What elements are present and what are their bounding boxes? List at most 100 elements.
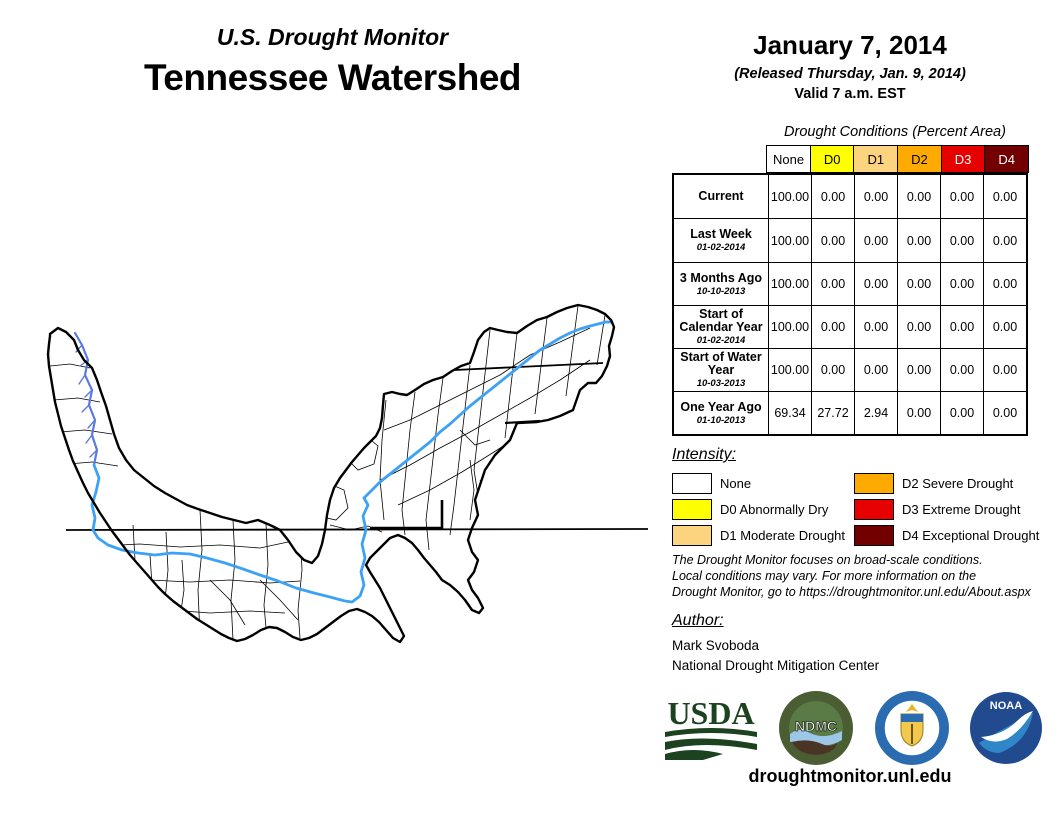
author-block: Author: Mark Svoboda National Drought Mi… [672, 612, 879, 673]
table-header-row: None D0 D1 D2 D3 D4 [672, 145, 1030, 173]
usda-swoosh [665, 750, 723, 760]
row-label: One Year Ago [680, 399, 762, 414]
usda-logo: USDA [665, 695, 757, 760]
row-date: 10-03-2013 [696, 378, 746, 389]
table-row: Start of Calendar Year 01-02-2014 100.00 … [672, 305, 1028, 349]
cell-value: 100.00 [768, 173, 812, 219]
cell-value: 0.00 [897, 305, 941, 349]
usda-logo-text: USDA [667, 695, 754, 731]
cell-value: 0.00 [854, 173, 898, 219]
row-label: Last Week [690, 227, 752, 241]
cell-value: 69.34 [768, 391, 812, 436]
region-title: Tennessee Watershed [143, 57, 522, 98]
agency-logos: USDA NDMC NOAA [663, 690, 1043, 766]
row-date: 01-10-2013 [696, 414, 746, 426]
legend-item-d0: D0 Abnormally Dry [672, 496, 854, 522]
legend-label: None [720, 475, 752, 491]
legend-swatch-d4 [854, 524, 894, 546]
cell-value: 0.00 [897, 391, 941, 436]
legend-item-none: None [672, 470, 854, 496]
report-title: U.S. Drought Monitor [216, 24, 449, 50]
row-label: 3 Months Ago [679, 270, 763, 285]
table-row: 3 Months Ago 10-10-2013 100.00 0.00 0.00 … [672, 262, 1028, 306]
cell-value: 0.00 [897, 348, 941, 392]
cell-value: 0.00 [983, 173, 1028, 219]
disclaimer-line: Local conditions may vary. For more info… [672, 569, 977, 583]
cell-value: 0.00 [983, 262, 1028, 306]
cell-value: 0.00 [811, 218, 855, 263]
legend-item-d4: D4 Exceptional Drought [854, 522, 1040, 548]
cell-value: 27.72 [811, 391, 855, 436]
disclaimer-line: Drought Monitor, go to https://droughtmo… [672, 585, 1031, 599]
legend-title: Intensity: [672, 446, 737, 463]
author-name: Mark Svoboda [672, 638, 760, 653]
cell-value: 0.00 [811, 262, 855, 306]
cell-value: 0.00 [854, 348, 898, 392]
county-boundaries [49, 305, 606, 641]
legend-swatch-none [672, 472, 712, 494]
cell-value: 0.00 [983, 348, 1028, 392]
noaa-logo: NOAA [969, 692, 1042, 764]
table-row: Current 100.00 0.00 0.00 0.00 0.00 0.00 [672, 173, 1028, 219]
cell-value: 0.00 [983, 305, 1028, 349]
legend-label: D0 Abnormally Dry [720, 501, 829, 517]
author-heading: Author: [672, 612, 724, 629]
row-label: Current [698, 189, 744, 203]
intensity-legend: Intensity: None D0 Abnormally Dry D1 Mod… [672, 446, 1052, 548]
column-header-d4: D4 [984, 145, 1030, 173]
cell-value: 0.00 [940, 262, 984, 306]
cell-value: 0.00 [983, 218, 1028, 263]
cell-value: 0.00 [940, 218, 984, 263]
commerce-shield-chief [900, 714, 923, 722]
website-url[interactable]: droughtmonitor.unl.edu [748, 766, 952, 786]
cell-value: 0.00 [940, 305, 984, 349]
cell-value: 0.00 [940, 391, 984, 436]
kentucky-lake-river [73, 331, 99, 467]
release-date: (Released Thursday, Jan. 9, 2014) [734, 66, 966, 82]
column-header-d1: D1 [853, 145, 899, 173]
row-date: 10-10-2013 [696, 285, 746, 297]
author-org: National Drought Mitigation Center [672, 658, 880, 673]
noaa-logo-text: NOAA [990, 700, 1022, 712]
column-header-none: None [766, 145, 811, 173]
disclaimer-line: The Drought Monitor focuses on broad-sca… [672, 553, 983, 567]
cell-value: 0.00 [854, 262, 898, 306]
cell-value: 0.00 [897, 262, 941, 306]
legend-label: D1 Moderate Drought [720, 527, 846, 543]
column-header-d0: D0 [809, 145, 855, 173]
ndmc-logo: NDMC [779, 691, 854, 765]
cell-value: 0.00 [854, 305, 898, 349]
cell-value: 100.00 [768, 305, 812, 349]
row-label: Start of Calendar Year [679, 307, 763, 334]
table-title: Drought Conditions (Percent Area) [784, 124, 1006, 140]
legend-item-d3: D3 Extreme Drought [854, 496, 1036, 522]
table-row: Last Week 01-02-2014 100.00 0.00 0.00 0.0… [672, 218, 1028, 263]
legend-label: D4 Exceptional Drought [902, 527, 1040, 543]
usda-swoosh [665, 728, 757, 737]
cell-value: 0.00 [854, 218, 898, 263]
ndmc-logo-text: NDMC [795, 718, 837, 734]
legend-label: D2 Severe Drought [902, 475, 1014, 491]
column-header-d3: D3 [940, 145, 986, 173]
legend-item-d2: D2 Severe Drought [854, 470, 1036, 496]
watershed-boundary [46, 303, 616, 644]
map-date: January 7, 2014 [753, 30, 947, 60]
cell-value: 0.00 [940, 173, 984, 219]
cell-value: 0.00 [983, 391, 1028, 436]
legend-swatch-d2 [854, 472, 894, 494]
noaa-seabird [980, 711, 1033, 742]
cell-value: 0.00 [897, 218, 941, 263]
legend-swatch-d3 [854, 498, 894, 520]
cell-value: 2.94 [854, 391, 898, 436]
cell-value: 0.00 [940, 348, 984, 392]
cell-value: 100.00 [768, 348, 812, 392]
drought-conditions-table: None D0 D1 D2 D3 D4 Current 100.00 0.00 … [672, 145, 1030, 436]
valid-time: Valid 7 a.m. EST [794, 86, 906, 102]
row-date: 01-02-2014 [696, 242, 746, 253]
legend-swatch-d1 [672, 524, 712, 546]
table-row: Start of Water Year 10-03-2013 100.00 0.0… [672, 348, 1028, 392]
row-label: Start of Water Year [680, 350, 762, 377]
column-header-d2: D2 [897, 145, 942, 173]
watershed-map [46, 303, 649, 644]
disclaimer-text: The Drought Monitor focuses on broad-sca… [672, 552, 1031, 600]
